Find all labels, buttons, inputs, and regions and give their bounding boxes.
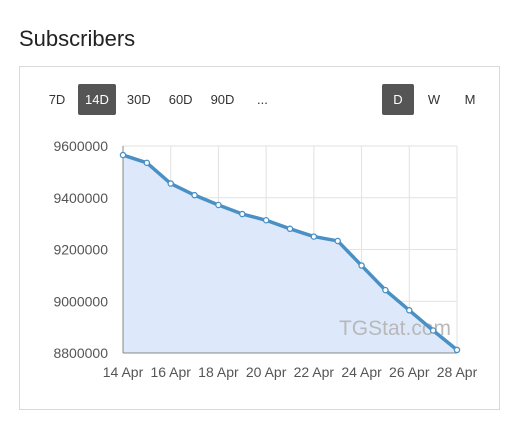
y-tick-label: 9400000 [53,190,108,206]
x-tick-label: 28 Apr [437,364,478,380]
section-title: Subscribers [19,26,136,51]
data-point [215,201,222,209]
data-point [429,327,437,334]
series-area [123,155,457,353]
x-tick-label: 14 Apr [103,364,144,380]
range-selector: 7D 14D 30D 60D 90D ... [40,84,279,115]
range-more-button[interactable]: ... [257,92,268,107]
data-point [453,346,461,354]
x-tick-label: 26 Apr [389,364,430,380]
x-tick-label: 20 Apr [246,364,287,380]
data-point [119,151,127,159]
data-point [262,217,270,224]
granularity-selector: D W M [382,84,486,115]
y-tick-label: 8800000 [53,345,108,361]
data-point [310,233,318,240]
data-point [406,307,413,314]
data-point [239,210,246,218]
granularity-month-button[interactable]: M [464,92,476,107]
subscribers-chart: 8800000 9000000 9200000 9400000 9600000 14 Ap… [53,138,478,380]
x-tick-label: 16 Apr [150,364,191,380]
data-point [167,180,174,187]
data-point [358,262,365,269]
data-point [286,225,294,233]
granularity-week-button[interactable]: W [427,92,441,107]
x-tick-label: 24 Apr [341,364,382,380]
granularity-day-button[interactable]: D [382,84,414,115]
y-tick-label: 9000000 [53,293,108,309]
range-7d-button[interactable]: 7D [48,92,66,107]
data-point [382,286,389,294]
data-point [191,191,198,199]
range-14d-button[interactable]: 14D [78,84,116,115]
x-tick-label: 22 Apr [294,364,335,380]
x-tick-label: 18 Apr [198,364,239,380]
data-point [143,159,151,167]
data-point [334,237,341,245]
range-90d-button[interactable]: 90D [210,92,235,107]
chart-card: 8800000 9000000 9200000 9400000 9600000 14 Ap… [19,66,500,410]
range-30d-button[interactable]: 30D [126,92,151,107]
range-60d-button[interactable]: 60D [168,92,193,107]
y-tick-label: 9200000 [53,242,108,258]
y-tick-label: 9600000 [53,138,108,154]
